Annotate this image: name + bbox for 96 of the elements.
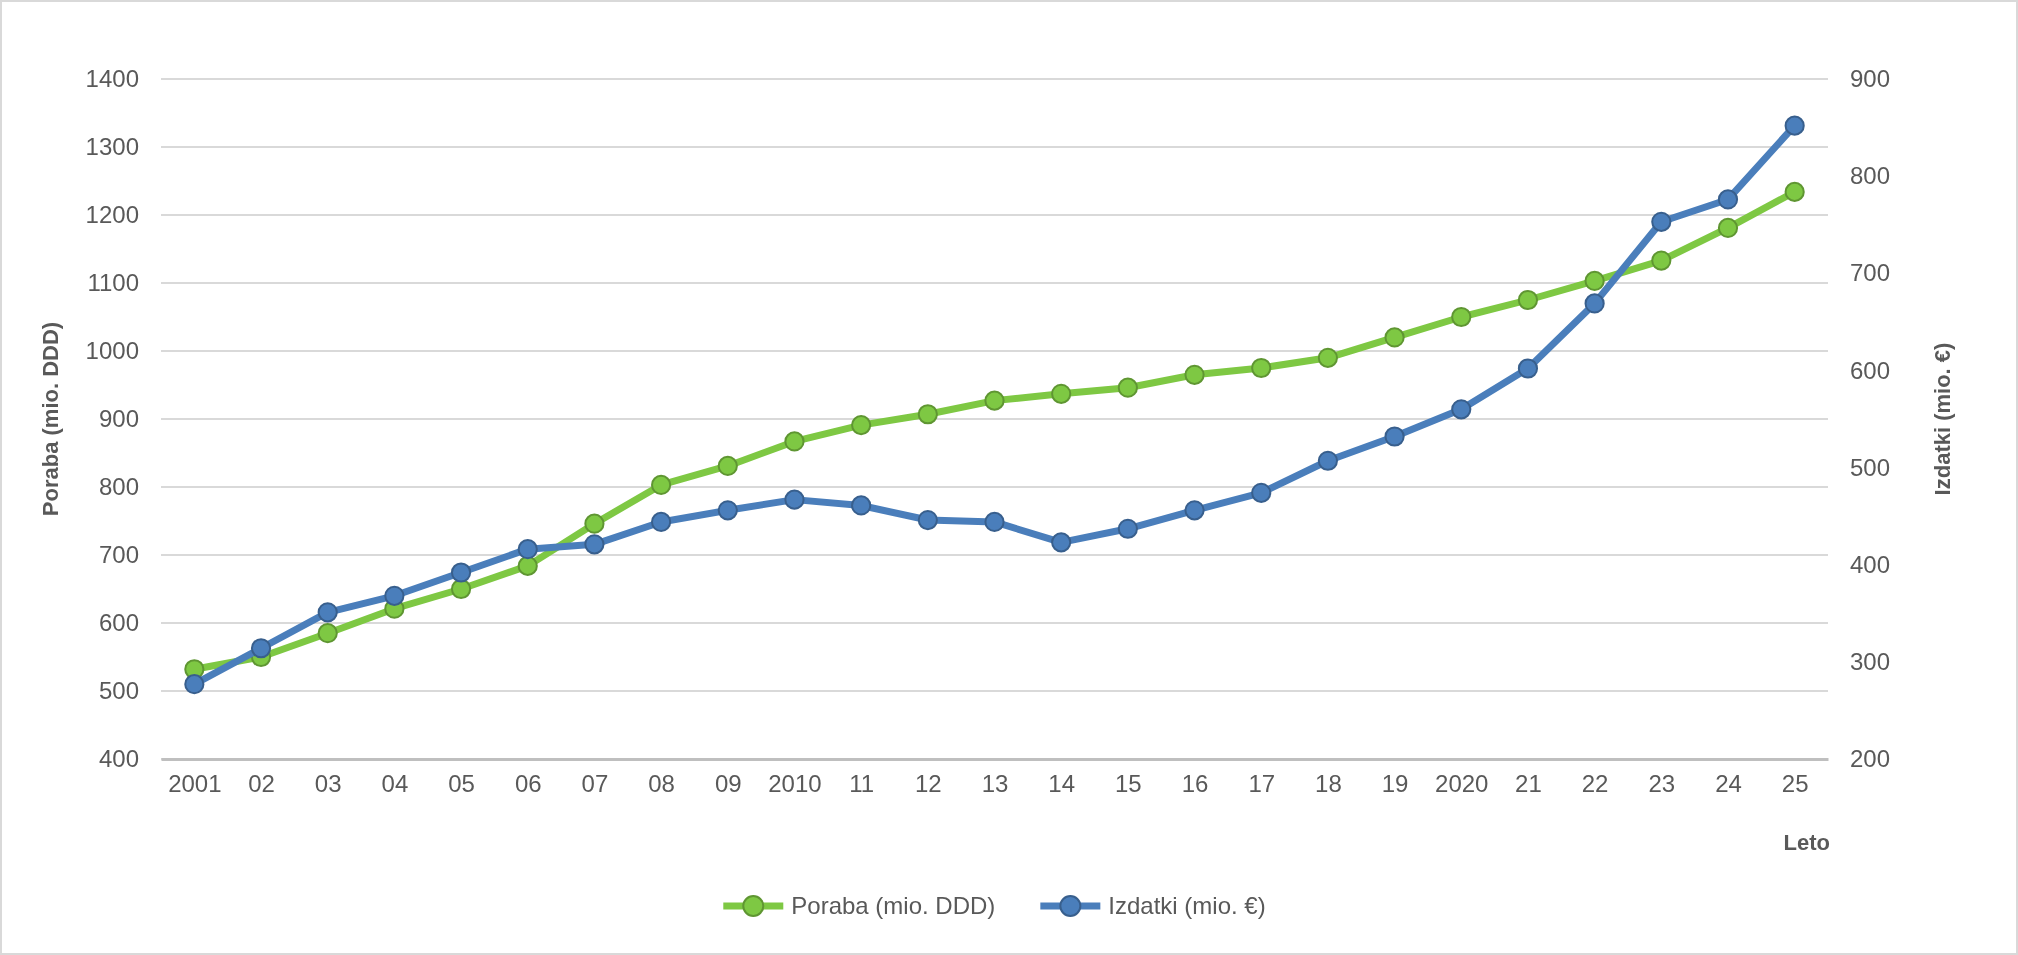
point	[1251, 357, 1272, 379]
x-tick-label: 2001	[168, 770, 222, 798]
point	[717, 455, 738, 476]
x-tick-label: 12	[914, 770, 942, 798]
point	[784, 431, 805, 452]
point	[317, 602, 338, 623]
y-tick-label: 800	[98, 473, 139, 501]
y2-tick-label: 400	[1850, 550, 1891, 578]
y-tick-label: 500	[98, 677, 139, 705]
legend-label: Poraba (mio. DDD)	[791, 892, 996, 920]
y2-tick-label: 300	[1850, 648, 1891, 676]
point	[1384, 426, 1405, 447]
point	[984, 511, 1005, 533]
point	[1317, 450, 1338, 471]
point	[917, 509, 938, 531]
point	[717, 500, 738, 521]
point	[1651, 211, 1672, 232]
point	[584, 534, 605, 555]
x-tick-label: 15	[1115, 770, 1142, 798]
x-tick-label: 07	[581, 770, 609, 798]
x-tick-label: 06	[514, 770, 542, 798]
point	[384, 585, 405, 606]
y2-axis-title: Izdatki (mio. €)	[1930, 342, 1955, 496]
point	[851, 495, 872, 516]
x-tick-label: 04	[381, 770, 409, 798]
x-tick-label: 09	[714, 770, 742, 798]
point	[1784, 115, 1805, 136]
y2-tick-label: 700	[1850, 259, 1891, 287]
y-tick-label: 1000	[85, 337, 139, 365]
x-tick-label: 21	[1515, 770, 1542, 798]
x-tick-label: 19	[1381, 770, 1409, 798]
point	[1384, 327, 1405, 348]
point	[1184, 500, 1205, 521]
x-tick-label: 18	[1315, 770, 1342, 798]
x-tick-label: 03	[314, 770, 342, 798]
y-axis-title: Poraba (mio. DDD)	[38, 321, 63, 517]
point	[851, 415, 872, 436]
point	[1117, 518, 1138, 539]
y-tick-label: 1300	[85, 133, 139, 161]
x-tick-label: 08	[648, 770, 675, 798]
y2-tick-label: 500	[1850, 453, 1891, 481]
x-tick-label: 24	[1715, 770, 1742, 798]
x-tick-label: 17	[1248, 770, 1276, 798]
x-tick-label: 2020	[1435, 770, 1489, 798]
point	[317, 623, 338, 644]
point	[1584, 270, 1605, 292]
x-tick-label: 23	[1648, 770, 1676, 798]
point	[1051, 532, 1072, 553]
y-tick-label: 900	[98, 405, 139, 433]
point	[917, 404, 938, 425]
legend-label: Izdatki (mio. €)	[1108, 892, 1266, 920]
point	[584, 513, 605, 534]
point	[1651, 250, 1672, 271]
point	[184, 674, 205, 695]
point	[450, 578, 472, 600]
point	[1584, 293, 1605, 314]
point	[1784, 181, 1805, 202]
point	[1117, 377, 1138, 398]
y2-tick-label: 900	[1850, 65, 1891, 93]
y2-tick-label: 200	[1850, 745, 1891, 773]
x-axis-title: Leto	[1783, 830, 1830, 855]
y-tick-label: 700	[98, 541, 139, 569]
point	[250, 638, 272, 659]
y-tick-label: 1200	[85, 201, 139, 229]
point	[1184, 364, 1205, 385]
x-tick-label: 02	[248, 770, 275, 798]
y2-tick-label: 600	[1850, 356, 1891, 384]
point	[651, 511, 672, 533]
point	[1717, 189, 1739, 210]
point	[1517, 358, 1539, 379]
point	[784, 489, 805, 510]
x-tick-label: 14	[1048, 770, 1076, 798]
point	[517, 539, 538, 560]
point	[1317, 347, 1338, 368]
y-tick-label: 1100	[87, 269, 139, 297]
x-tick-label: 05	[448, 770, 475, 798]
point	[1451, 399, 1472, 420]
x-tick-label: 11	[849, 770, 875, 798]
y-tick-label: 1400	[85, 65, 139, 93]
point	[1717, 217, 1739, 238]
point	[651, 474, 672, 496]
x-tick-label: 13	[981, 770, 1009, 798]
point	[450, 562, 472, 583]
y-tick-label: 600	[98, 609, 139, 637]
x-tick-label: 2010	[768, 770, 822, 798]
point	[984, 390, 1005, 411]
point	[1251, 482, 1272, 503]
point	[1451, 306, 1472, 328]
point	[1517, 289, 1539, 311]
point	[1051, 383, 1072, 404]
y2-tick-label: 800	[1850, 162, 1891, 190]
x-tick-label: 25	[1781, 770, 1809, 798]
x-tick-label: 16	[1181, 770, 1209, 798]
point	[517, 555, 538, 576]
y-tick-label: 400	[98, 745, 139, 773]
x-tick-label: 22	[1581, 770, 1609, 798]
